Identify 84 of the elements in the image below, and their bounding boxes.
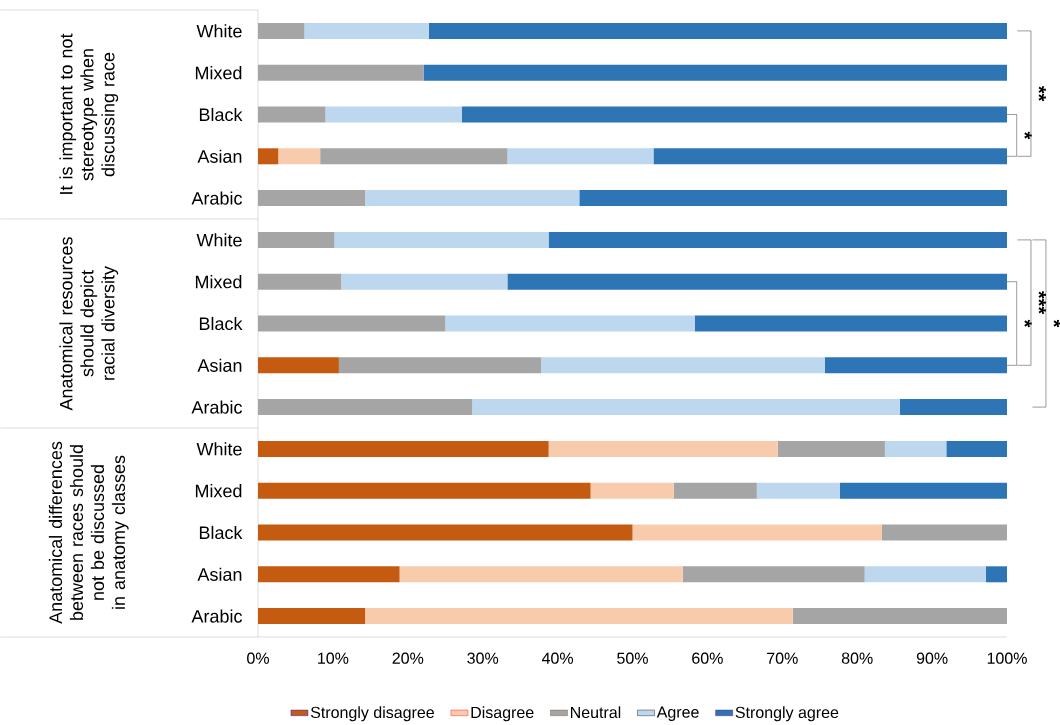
legend-label: Strongly disagree [310,706,434,722]
bar [756,482,840,499]
bar [304,22,429,39]
text: It is important to not stereotype when discussing race [59,33,119,194]
y-tick-label: Black [199,107,243,122]
bar [320,148,508,165]
bar [258,148,279,165]
bar [824,357,1007,374]
bar [946,440,1007,457]
y-tick-label: White [196,24,242,38]
y-tick-label: White [196,233,242,247]
text: ** [1038,85,1046,102]
bar [341,273,508,290]
text: Anatomical resources should depict racial diversity [59,237,119,411]
text: * [1053,319,1060,328]
bar [338,357,542,374]
x-tick-label: 70% [767,652,798,664]
bar [839,482,1007,499]
bar [258,524,633,541]
text: *** [1038,290,1046,315]
legend-label: Disagree [471,706,534,722]
bar [258,566,400,583]
bar [548,231,1007,248]
legend-label: Strongly agree [735,706,839,722]
y-tick-label: Mixed [195,484,242,498]
bar [881,524,1007,541]
bar [673,482,757,499]
y-tick-label: Mixed [195,275,242,289]
text: * [1024,131,1032,140]
y-tick-label: Arabic [191,191,242,205]
bar [682,566,865,583]
bar [423,64,1007,81]
x-tick-label: 30% [467,652,499,664]
bar [777,440,885,457]
text: * [1024,319,1032,328]
bar [399,566,683,583]
bar [507,148,654,165]
y-tick-label: Black [199,316,243,331]
y-tick-label: Arabic [191,400,242,414]
y-tick-label: Asian [197,567,242,581]
bar [258,440,549,457]
bar [258,608,366,625]
bar [258,482,591,499]
x-tick-label: 100% [987,652,1027,664]
y-tick-label: Arabic [191,609,242,623]
x-tick-label: 80% [841,652,873,664]
x-tick-label: 20% [392,652,424,664]
x-tick-label: 0% [247,652,269,664]
x-tick-label: 60% [692,652,723,664]
bar [541,357,825,374]
y-tick-label: White [196,442,242,456]
bar [864,566,987,583]
bar [428,22,1007,39]
bar [472,399,900,416]
bar [334,231,549,248]
bar [445,315,695,332]
y-tick-label: Asian [197,149,242,163]
x-tick-label: 10% [318,652,349,664]
bar [325,106,462,123]
x-tick-label: 50% [617,652,648,664]
bar [548,440,778,457]
bar [632,524,882,541]
y-tick-label: Asian [197,358,242,372]
bar [579,190,1007,207]
bar [258,357,339,374]
legend-label: Neutral [570,706,621,719]
text: Anatomical differences between races should not be discussed in anatomy classes [48,441,129,624]
bar [884,440,947,457]
y-tick-label: Black [199,525,243,540]
bar [365,608,793,625]
bar [792,608,1007,625]
x-tick-label: 40% [541,652,574,664]
bar [694,315,1007,332]
bar [507,273,1007,290]
bar [899,399,1007,416]
bar [590,482,674,499]
bar [365,190,580,207]
legend-label: Agree [656,706,699,721]
x-tick-label: 90% [916,652,948,664]
bar [461,106,1007,123]
y-tick-label: Mixed [195,66,242,80]
bar [278,148,321,165]
bar [986,566,1007,583]
bar [653,148,1007,165]
